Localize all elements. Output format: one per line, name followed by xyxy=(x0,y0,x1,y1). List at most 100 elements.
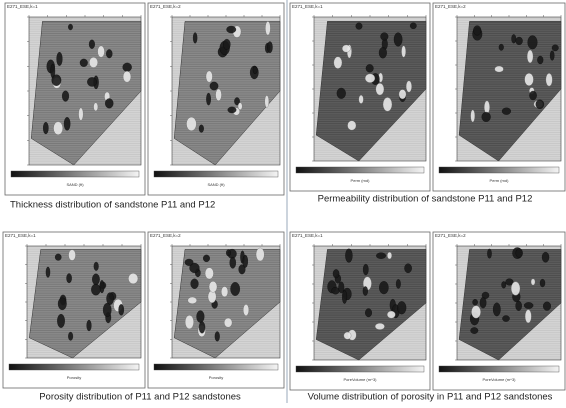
spot xyxy=(208,281,218,293)
spot xyxy=(186,116,197,131)
map: E271_ESE,k=1 Porosity xyxy=(2,231,146,389)
spot xyxy=(374,323,385,330)
spot xyxy=(387,251,392,260)
spot xyxy=(338,281,345,294)
spot xyxy=(206,92,211,106)
spot xyxy=(376,252,386,259)
spot xyxy=(362,286,368,296)
spot xyxy=(106,49,113,59)
spot xyxy=(543,301,551,311)
spot xyxy=(184,258,194,266)
caption: Volume distribution of porosity in P11 a… xyxy=(308,392,553,403)
spot xyxy=(535,99,545,109)
spot xyxy=(471,305,481,319)
spot xyxy=(57,313,65,328)
spot xyxy=(395,279,401,289)
spot xyxy=(494,65,504,73)
spot xyxy=(93,261,99,271)
colorbar xyxy=(295,166,425,174)
spot xyxy=(342,290,348,304)
spot xyxy=(252,65,258,75)
spot xyxy=(524,73,534,86)
spot xyxy=(87,77,98,87)
spot xyxy=(375,83,385,96)
spot xyxy=(515,300,522,311)
spot xyxy=(57,297,67,311)
spot xyxy=(405,80,412,93)
spot xyxy=(255,247,265,262)
spot xyxy=(380,32,389,41)
colorbar-title: Porosity xyxy=(209,375,223,380)
panel: E271_ESE,k=1 Perm (md) E271_ESE,k=2 Perm (m… xyxy=(289,2,566,205)
spot xyxy=(68,249,76,261)
spot xyxy=(470,109,476,123)
spot xyxy=(190,278,199,289)
spot xyxy=(187,296,197,304)
map: E271_ESE,k=1 PoreVolume (m^3) xyxy=(289,231,431,391)
spot xyxy=(331,287,340,295)
spot xyxy=(93,102,99,112)
spot xyxy=(215,88,222,101)
spot xyxy=(529,90,537,101)
spot xyxy=(541,251,550,263)
spot xyxy=(207,290,217,303)
spot xyxy=(229,256,237,269)
spot xyxy=(128,273,139,285)
spot xyxy=(234,97,240,106)
panel: E271_ESE,k=1 SAND (ft) E271_ESE,k=2 SAND (f… xyxy=(4,2,285,211)
spot xyxy=(243,304,250,316)
spot xyxy=(387,310,396,319)
spot xyxy=(238,264,246,275)
spot xyxy=(66,273,72,284)
spot xyxy=(56,52,63,66)
spot xyxy=(92,273,100,285)
spot xyxy=(227,106,237,114)
spot xyxy=(523,302,534,309)
spot xyxy=(223,38,231,50)
colorbar xyxy=(10,170,140,178)
spot xyxy=(333,56,343,69)
colorbar xyxy=(153,170,279,178)
spot xyxy=(481,291,490,299)
spot xyxy=(551,44,559,52)
colorbar-title: PoreVolume (m^3) xyxy=(483,377,517,382)
spot xyxy=(78,107,84,121)
map: E271_ESE,k=2 Porosity xyxy=(147,231,285,389)
map: E271_ESE,k=1 SAND (ft) xyxy=(4,2,146,196)
spot xyxy=(230,282,241,296)
spot xyxy=(198,124,204,133)
spot xyxy=(264,95,270,108)
spot xyxy=(505,278,514,286)
spot xyxy=(537,55,544,65)
spot xyxy=(472,299,478,306)
spot xyxy=(63,117,71,131)
spot xyxy=(470,327,479,334)
spot xyxy=(88,39,95,49)
spot xyxy=(221,286,229,298)
spot xyxy=(498,43,504,51)
spot xyxy=(378,47,387,59)
colorbar-title: Perm (md) xyxy=(490,178,510,183)
colorbar-title: Porosity xyxy=(67,375,81,380)
spot xyxy=(102,302,112,318)
spot xyxy=(398,89,407,100)
spot xyxy=(484,100,490,114)
spot xyxy=(379,281,389,295)
colorbar xyxy=(153,363,279,371)
map-tag: E271_ESE,k=1 xyxy=(292,4,323,9)
spot xyxy=(79,58,88,67)
spot xyxy=(105,98,114,109)
map: E271_ESE,k=2 PoreVolume (m^3) xyxy=(432,231,566,391)
spot xyxy=(515,248,523,258)
caption: Thickness distribution of sandstone P11 … xyxy=(10,200,215,211)
caption: Porosity distribution of P11 and P12 san… xyxy=(39,392,241,403)
spot xyxy=(473,25,482,36)
spot xyxy=(393,32,403,47)
colorbar-title: SAND (ft) xyxy=(207,182,225,187)
spot xyxy=(510,281,521,296)
spot xyxy=(122,62,132,72)
spot xyxy=(51,74,62,86)
field-shape xyxy=(315,249,427,361)
colorbar-title: SAND (ft) xyxy=(66,182,84,187)
spot xyxy=(502,315,510,322)
